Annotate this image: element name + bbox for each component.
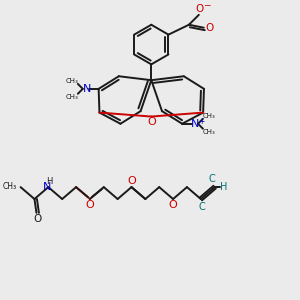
Text: N: N — [43, 182, 52, 192]
Text: CH₃: CH₃ — [202, 113, 215, 119]
Text: O: O — [196, 4, 204, 14]
Text: H: H — [46, 177, 52, 186]
Text: O: O — [127, 176, 136, 186]
Text: O: O — [206, 23, 214, 33]
Text: +: + — [198, 117, 204, 126]
Text: CH₃: CH₃ — [65, 78, 78, 84]
Text: C: C — [208, 174, 215, 184]
Text: N: N — [191, 119, 199, 129]
Text: C: C — [198, 202, 205, 212]
Text: CH₃: CH₃ — [2, 182, 16, 190]
Text: O: O — [147, 118, 156, 128]
Text: O: O — [33, 214, 42, 224]
Text: CH₃: CH₃ — [65, 94, 78, 100]
Text: −: − — [203, 0, 211, 9]
Text: H: H — [220, 182, 227, 192]
Text: N: N — [82, 84, 91, 94]
Text: O: O — [85, 200, 94, 210]
Text: CH₃: CH₃ — [202, 129, 215, 135]
Text: O: O — [169, 200, 178, 210]
